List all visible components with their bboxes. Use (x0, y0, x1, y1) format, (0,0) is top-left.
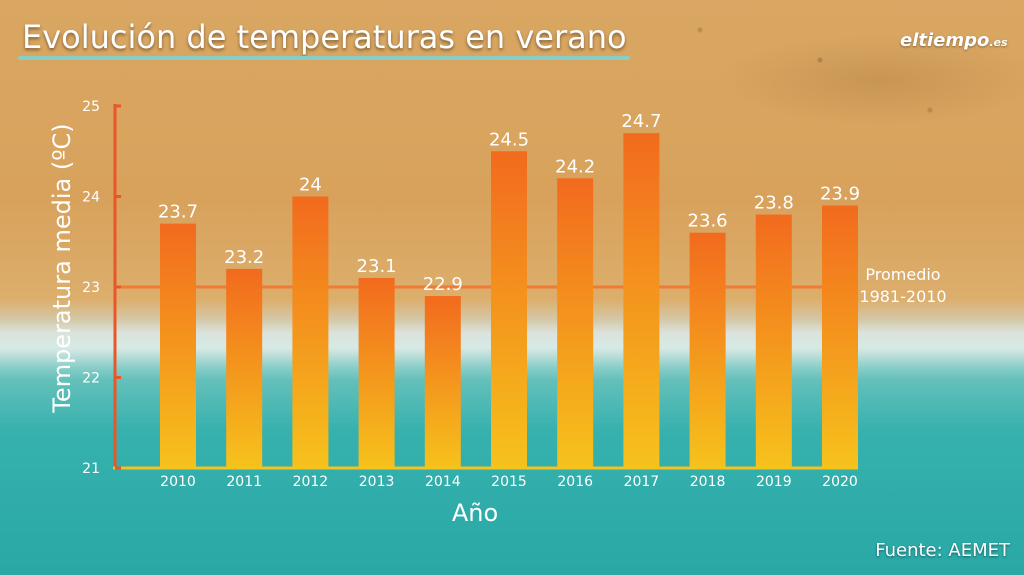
x-axis-title: Año (452, 499, 498, 527)
y-tick-25: 25 (82, 99, 100, 115)
logo-text: eltiempo (900, 30, 990, 51)
value-label-2020: 23.9 (820, 184, 860, 205)
average-label-line2: 1981-2010 (859, 287, 946, 306)
value-label-2010: 23.7 (158, 202, 198, 223)
bar-2018 (689, 232, 726, 468)
x-tick-2020: 2020 (822, 474, 858, 490)
bar-2019 (755, 214, 792, 468)
bar-2017 (623, 133, 660, 468)
bar-2016 (557, 178, 594, 468)
x-tick-2018: 2018 (690, 474, 726, 490)
bar-2020 (822, 205, 858, 469)
x-tick-2010: 2010 (160, 474, 196, 490)
value-label-2015: 24.5 (489, 129, 529, 150)
x-tick-2012: 2012 (293, 474, 329, 490)
bar-2015 (491, 151, 527, 468)
value-label-2014: 22.9 (423, 274, 463, 295)
bar-2011 (226, 268, 263, 468)
y-tick-24: 24 (82, 190, 100, 206)
logo-suffix: .es (989, 36, 1008, 49)
value-label-2012: 24 (299, 175, 322, 196)
chart-title: Evolución de temperaturas en verano (22, 18, 627, 56)
value-label-2019: 23.8 (754, 193, 794, 214)
value-label-2011: 23.2 (224, 247, 264, 268)
value-label-2018: 23.6 (688, 211, 728, 232)
bar-2014 (424, 296, 461, 468)
title-underline (18, 56, 630, 60)
average-label-line1: Promedio (865, 265, 940, 284)
y-tick-22: 22 (82, 371, 100, 387)
bar-2013 (358, 277, 395, 468)
y-tick-21: 21 (82, 461, 100, 477)
value-label-2017: 24.7 (621, 111, 661, 132)
x-tick-2017: 2017 (624, 474, 660, 490)
x-tick-2016: 2016 (557, 474, 593, 490)
x-tick-2015: 2015 (491, 474, 527, 490)
bar-2010 (160, 223, 196, 468)
brand-logo: eltiempo.es (900, 30, 1008, 51)
x-tick-2013: 2013 (359, 474, 395, 490)
bar-2012 (292, 196, 329, 468)
x-tick-2019: 2019 (756, 474, 792, 490)
x-tick-2014: 2014 (425, 474, 461, 490)
value-label-2016: 24.2 (555, 156, 595, 177)
y-tick-23: 23 (82, 280, 100, 296)
x-tick-2011: 2011 (226, 474, 262, 490)
y-axis-title: Temperatura media (ºC) (48, 123, 76, 413)
value-label-2013: 23.1 (357, 256, 397, 277)
source-note: Fuente: AEMET (875, 540, 1010, 561)
